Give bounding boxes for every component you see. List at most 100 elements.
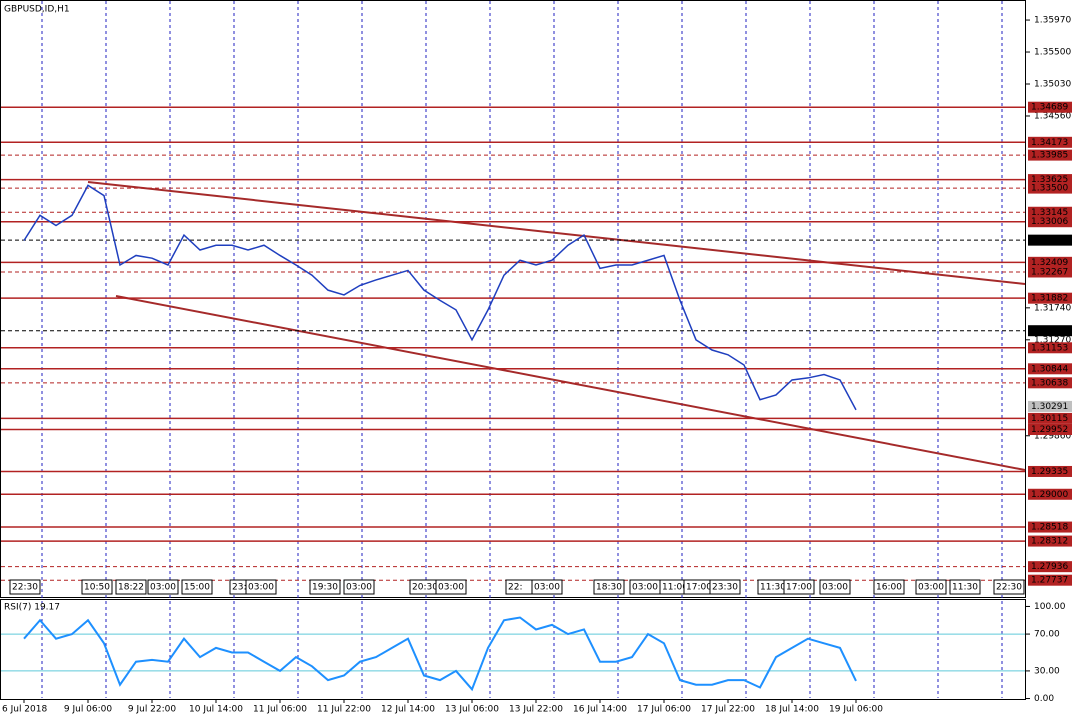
level-label: 1.31404 (1031, 326, 1068, 336)
x-tick-label: 17 Jul 22:00 (701, 705, 755, 715)
level-label-box (1028, 149, 1072, 161)
x-tick-label: 13 Jul 22:00 (509, 705, 563, 715)
level-label-box (1028, 423, 1072, 435)
x-tick-label: 9 Jul 06:00 (64, 705, 113, 715)
level-label-box (1028, 325, 1072, 337)
session-label: 11:30 (952, 583, 978, 593)
session-box (245, 579, 277, 595)
level-label: 1.33145 (1031, 208, 1068, 218)
level-label: 1.30115 (1031, 414, 1068, 424)
y-tick-label: 1.35500 (1034, 48, 1071, 58)
y-tick-label: 1.35030 (1034, 80, 1071, 90)
session-label: 17:00 (786, 583, 812, 593)
session-box (181, 579, 213, 595)
session-box (915, 579, 947, 595)
session-label: 11:30 (760, 583, 786, 593)
session-label: 03:00 (534, 583, 560, 593)
level-label: 1.29000 (1031, 490, 1068, 500)
level-label: 1.34689 (1031, 103, 1068, 113)
y-tick-label: 1.34560 (1034, 111, 1071, 121)
session-label: 20:30 (412, 583, 438, 593)
vertical-grid (41, 1, 1003, 698)
x-tick-label: 6 Jul 2018 (2, 705, 47, 715)
session-box (115, 579, 147, 595)
session-box (147, 579, 179, 595)
level-label: 1.28312 (1031, 537, 1068, 547)
session-label: 11:00 (662, 583, 688, 593)
session-label: 10:50 (84, 583, 110, 593)
y-tick-label: 100.00 (1034, 602, 1066, 612)
session-label: 03:00 (632, 583, 658, 593)
session-box (873, 579, 905, 595)
level-label: 1.33985 (1031, 151, 1068, 161)
level-label: 1.29335 (1031, 467, 1068, 477)
y-tick-label: 1.31740 (1034, 303, 1071, 313)
level-label: 1.30291 (1031, 402, 1068, 412)
session-label: 23: (232, 583, 246, 593)
level-label-box (1028, 535, 1072, 547)
session-box (309, 579, 341, 595)
session-label: 22: (508, 583, 522, 593)
session-box (993, 579, 1025, 595)
session-label: 03:00 (248, 583, 274, 593)
session-box (9, 579, 41, 595)
level-label-box (1028, 234, 1072, 246)
x-tick-label: 18 Jul 14:00 (765, 705, 819, 715)
level-label-box (1028, 342, 1072, 354)
level-label: 1.33500 (1031, 184, 1068, 194)
y-tick-label: 1.29860 (1034, 431, 1071, 441)
level-label: 1.29952 (1031, 425, 1068, 435)
level-label-box (1028, 206, 1072, 218)
level-label-box (1028, 521, 1072, 533)
level-label: 1.27936 (1031, 562, 1068, 572)
level-label-box (1028, 101, 1072, 113)
level-label-box (1028, 136, 1072, 148)
y-tick-label: 1.31270 (1034, 335, 1071, 345)
x-tick-label: 9 Jul 22:00 (128, 705, 177, 715)
y-tick-label: 1.35970 (1034, 16, 1071, 26)
level-label: 1.33006 (1031, 217, 1068, 227)
session-box (709, 579, 741, 595)
session-label: 22:30 (996, 583, 1022, 593)
series-line (23, 184, 857, 411)
session-label: 03:00 (346, 583, 372, 593)
level-label: 1.27737 (1031, 576, 1068, 586)
level-label-box (1028, 363, 1072, 375)
x-tick-label: 17 Jul 06:00 (637, 705, 691, 715)
session-box (435, 579, 467, 595)
x-tick-label: 16 Jul 14:00 (573, 705, 627, 715)
x-tick-label: 10 Jul 14:00 (189, 705, 243, 715)
level-label: 1.30638 (1031, 378, 1068, 388)
session-box (783, 579, 815, 595)
session-box (593, 579, 625, 595)
level-label-box (1028, 465, 1072, 477)
level-label-box (1028, 216, 1072, 228)
session-label: 03:00 (822, 583, 848, 593)
x-tick-label: 19 Jul 06:00 (829, 705, 883, 715)
level-label: 1.32735 (1031, 236, 1068, 246)
rsi-frame (0, 599, 1026, 700)
session-label: 17:00 (686, 583, 712, 593)
session-label: 15:00 (184, 583, 210, 593)
x-tick-label: 11 Jul 22:00 (317, 705, 371, 715)
level-label-box (1028, 412, 1072, 424)
session-label: 23:30 (712, 583, 738, 593)
level-label-box (1028, 561, 1072, 573)
session-label: 22:30 (12, 583, 38, 593)
session-box (81, 579, 113, 595)
y-tick-label: 0.00 (1034, 694, 1054, 704)
chart-title: GBPUSD,ID,H1 (4, 5, 70, 15)
y-tick-label: 30.00 (1034, 666, 1060, 676)
level-label-box (1028, 377, 1072, 389)
level-label-box (1028, 292, 1072, 304)
session-box (949, 579, 981, 595)
session-box (819, 579, 851, 595)
session-label: 18:22 (118, 583, 144, 593)
level-label-box (1028, 400, 1072, 412)
level-label: 1.32409 (1031, 258, 1068, 268)
main-frame (0, 0, 1026, 598)
level-label: 1.31882 (1031, 294, 1068, 304)
x-tick-label: 11 Jul 06:00 (253, 705, 307, 715)
session-label: 03:00 (438, 583, 464, 593)
